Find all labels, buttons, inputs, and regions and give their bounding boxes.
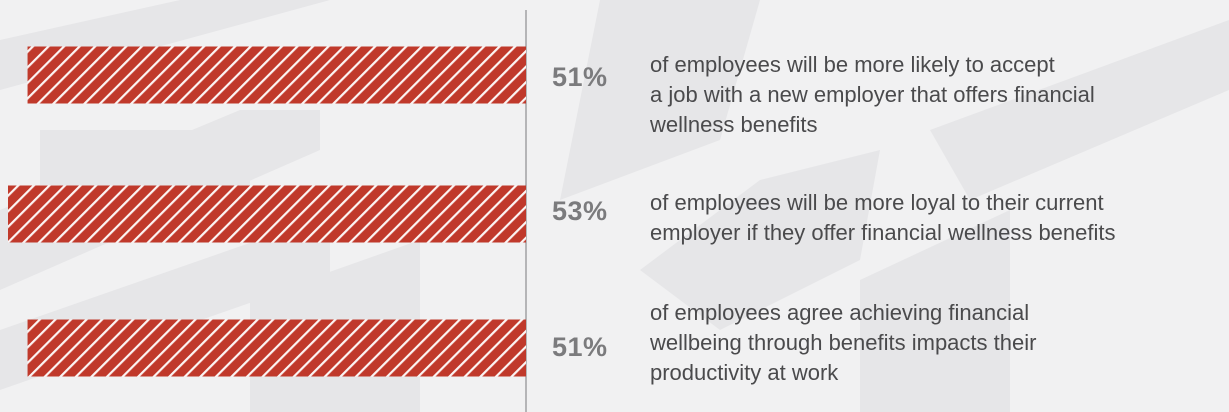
description-line: of employees will be more likely to acce…	[650, 52, 1055, 77]
stat-percent: 51%	[552, 332, 608, 362]
description-line: of employees agree achieving financial	[650, 300, 1030, 325]
stat-description: of employees will be more loyal to their…	[650, 188, 1116, 248]
stat-description: of employees will be more likely to acce…	[650, 50, 1095, 140]
description-line: wellness benefits	[650, 112, 818, 137]
bar	[27, 319, 526, 377]
stat-percent: 51%	[552, 62, 608, 92]
description-line: of employees will be more loyal to their…	[650, 190, 1104, 215]
description-line: productivity at work	[650, 360, 839, 385]
bar	[8, 185, 526, 243]
description-line: a job with a new employer that offers fi…	[650, 82, 1095, 107]
stat-description: of employees agree achieving financial w…	[650, 298, 1036, 388]
description-line: employer if they offer financial wellnes…	[650, 220, 1116, 245]
stat-percent: 53%	[552, 196, 608, 226]
bar	[27, 46, 526, 104]
description-line: wellbeing through benefits impacts their	[650, 330, 1037, 355]
